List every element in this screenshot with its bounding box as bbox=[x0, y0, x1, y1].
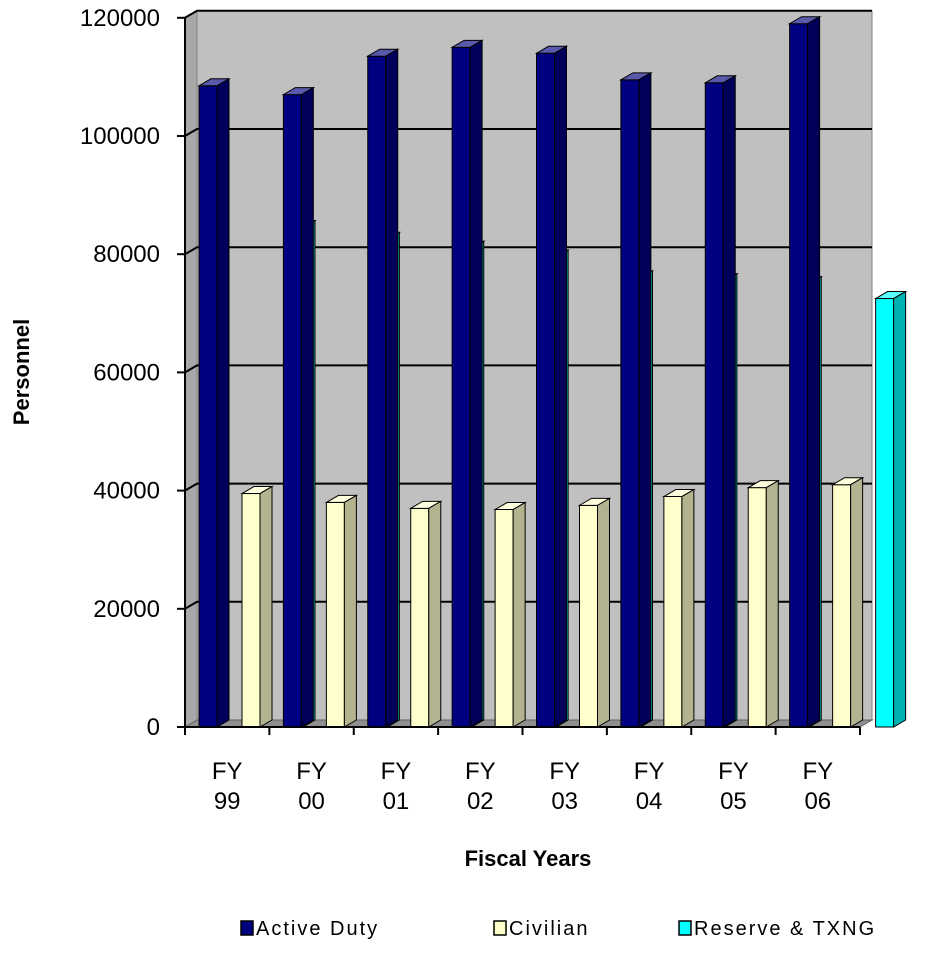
y-tick-label: 100000 bbox=[80, 123, 160, 150]
x-tick-label: FY 04 bbox=[634, 758, 665, 815]
bar bbox=[577, 497, 612, 728]
bar bbox=[746, 479, 781, 728]
bar bbox=[787, 15, 822, 728]
bar bbox=[830, 476, 865, 728]
legend-swatch bbox=[678, 920, 692, 936]
x-tick-label: FY 03 bbox=[549, 758, 580, 815]
gridline bbox=[184, 9, 872, 19]
legend-swatch bbox=[240, 920, 254, 936]
bar bbox=[619, 71, 653, 728]
legend: Active Duty Civilian Reserve & TXNG bbox=[240, 918, 876, 940]
x-tick-labels: FY 99 FY 00 FY 01 FY 02 FY 03 FY 04 FY 05 FY 06 bbox=[212, 758, 833, 815]
bar bbox=[703, 74, 738, 728]
legend-swatch bbox=[493, 920, 507, 936]
bar bbox=[240, 485, 274, 728]
y-tick-label: 0 bbox=[147, 714, 160, 741]
bar bbox=[493, 501, 527, 728]
bar bbox=[281, 86, 316, 728]
y-tick-label: 60000 bbox=[93, 359, 160, 386]
bar bbox=[450, 39, 484, 728]
y-tick-label: 40000 bbox=[93, 478, 160, 505]
y-tick-label: 120000 bbox=[80, 5, 160, 32]
x-tick-label: FY 01 bbox=[381, 758, 412, 815]
y-tick-labels: 0 20000 40000 60000 80000 100000 120000 bbox=[80, 5, 160, 741]
x-tick-label: FY 99 bbox=[212, 758, 243, 815]
x-tick-label: FY 00 bbox=[296, 758, 327, 815]
axes bbox=[177, 16, 861, 735]
y-tick-label: 80000 bbox=[93, 241, 160, 268]
legend-label: Reserve & TXNG bbox=[694, 918, 876, 940]
bar bbox=[662, 488, 696, 728]
legend-label: Civilian bbox=[509, 918, 589, 940]
x-axis-title: Fiscal Years bbox=[465, 846, 592, 871]
x-tick-label: FY 06 bbox=[802, 758, 833, 815]
legend-entry: Reserve & TXNG bbox=[678, 918, 876, 940]
y-axis-title: Personnel bbox=[9, 319, 34, 425]
bar bbox=[365, 48, 400, 728]
legend-entry: Active Duty bbox=[240, 918, 379, 940]
x-tick-label: FY 02 bbox=[465, 758, 496, 815]
y-tick-label: 20000 bbox=[93, 596, 160, 623]
bar bbox=[534, 45, 569, 728]
bar bbox=[873, 290, 908, 728]
bar bbox=[408, 500, 443, 728]
legend-entry: Civilian bbox=[493, 918, 589, 940]
x-tick-label: FY 05 bbox=[718, 758, 749, 815]
bar bbox=[324, 494, 359, 728]
bars bbox=[197, 15, 908, 728]
bar bbox=[197, 77, 231, 728]
legend-label: Active Duty bbox=[256, 918, 379, 940]
